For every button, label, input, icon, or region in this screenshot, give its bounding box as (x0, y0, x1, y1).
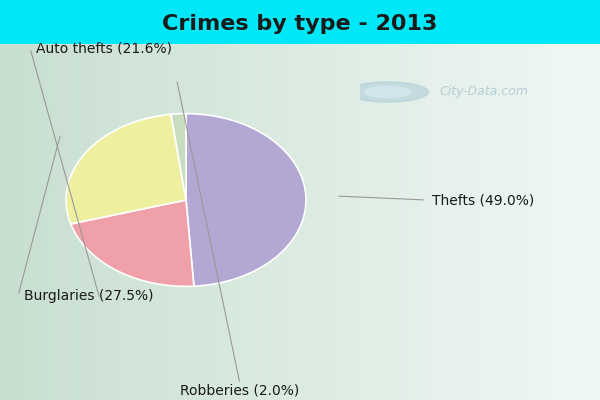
Circle shape (346, 82, 428, 102)
Text: Auto thefts (21.6%): Auto thefts (21.6%) (36, 41, 172, 55)
Wedge shape (66, 114, 186, 224)
Text: Thefts (49.0%): Thefts (49.0%) (432, 193, 534, 207)
Text: Robberies (2.0%): Robberies (2.0%) (181, 384, 299, 398)
Text: Crimes by type - 2013: Crimes by type - 2013 (163, 14, 437, 34)
Text: City-Data.com: City-Data.com (440, 86, 529, 98)
Text: Burglaries (27.5%): Burglaries (27.5%) (24, 289, 154, 303)
Wedge shape (71, 200, 194, 286)
Wedge shape (171, 114, 186, 200)
Wedge shape (186, 114, 306, 286)
Circle shape (365, 86, 410, 98)
